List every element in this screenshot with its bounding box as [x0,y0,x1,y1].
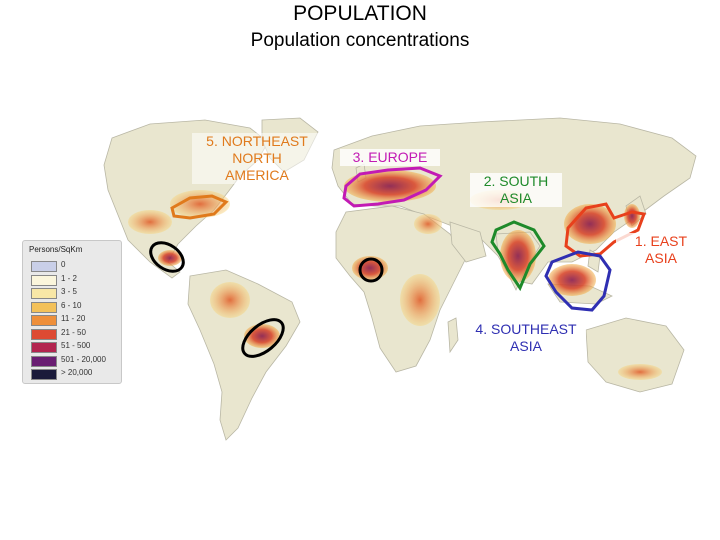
region-label-line: 1. EAST [634,233,688,249]
page-subtitle: Population concentrations [250,30,470,51]
region-label-line: 2. SOUTH [483,173,549,189]
legend-label: 21 - 50 [61,327,86,337]
south-asia-outline [490,220,546,292]
map-legend: Persons/SqKm 0 1 - 2 3 - 5 6 - 10 11 - 20 21 … [22,240,122,384]
africa [335,205,467,373]
legend-swatch [31,301,57,313]
legend-label: 0 [61,260,66,269]
region-label-line: ASIA [645,250,677,266]
east-asia-outline [564,202,647,258]
legend-label: 501 - 20,000 [61,354,106,364]
legend-label: > 20,000 [61,368,93,377]
legend-label: 6 - 10 [61,300,82,310]
west-africa-circle [358,257,384,283]
arabian-peninsula [449,221,487,263]
region-label-line: NORTH [232,150,282,166]
legend-swatch [31,342,57,353]
northeast-north-america-outline [170,194,229,220]
legend-label: 1 - 2 [61,273,78,283]
legend-title: Persons/SqKm [29,245,83,254]
region-label-line: AMERICA [225,167,289,183]
southeast-asia-outline [544,250,612,312]
region-label-line: ASIA [500,190,532,206]
legend-swatch [31,274,57,286]
legend-swatch [31,261,57,272]
legend-label: 3 - 5 [61,287,78,296]
region-label-southeast-asia: 4. SOUTHEAST ASIA [466,321,586,355]
legend-swatch [31,328,57,340]
region-label-northeast-north-america: 5. NORTHEAST NORTH AMERICA [192,133,322,184]
legend-swatch [31,288,57,299]
legend-swatch [31,355,57,367]
region-outlines [170,166,647,312]
legend-swatch [31,315,57,326]
region-label-line: 5. NORTHEAST [206,133,308,149]
europe-outline [342,166,443,208]
region-label-europe: 3. EUROPE [340,149,440,166]
region-label-line: ASIA [510,338,542,354]
madagascar [447,317,459,354]
south-america-circle [241,318,285,358]
legend-swatch [31,369,57,380]
density-overlay [128,170,662,380]
page-title: POPULATION [293,2,427,25]
central-america-circle [149,241,185,273]
region-label-line: 4. SOUTHEAST [475,321,577,337]
region-label-east-asia: 1. EAST ASIA [616,233,706,267]
australia [585,317,685,393]
legend-label: 51 - 500 [61,341,91,350]
black-circles [149,241,384,358]
region-label-south-asia: 2. SOUTH ASIA [470,173,562,207]
legend-label: 11 - 20 [61,314,86,323]
region-label-line: 3. EUROPE [352,149,428,165]
